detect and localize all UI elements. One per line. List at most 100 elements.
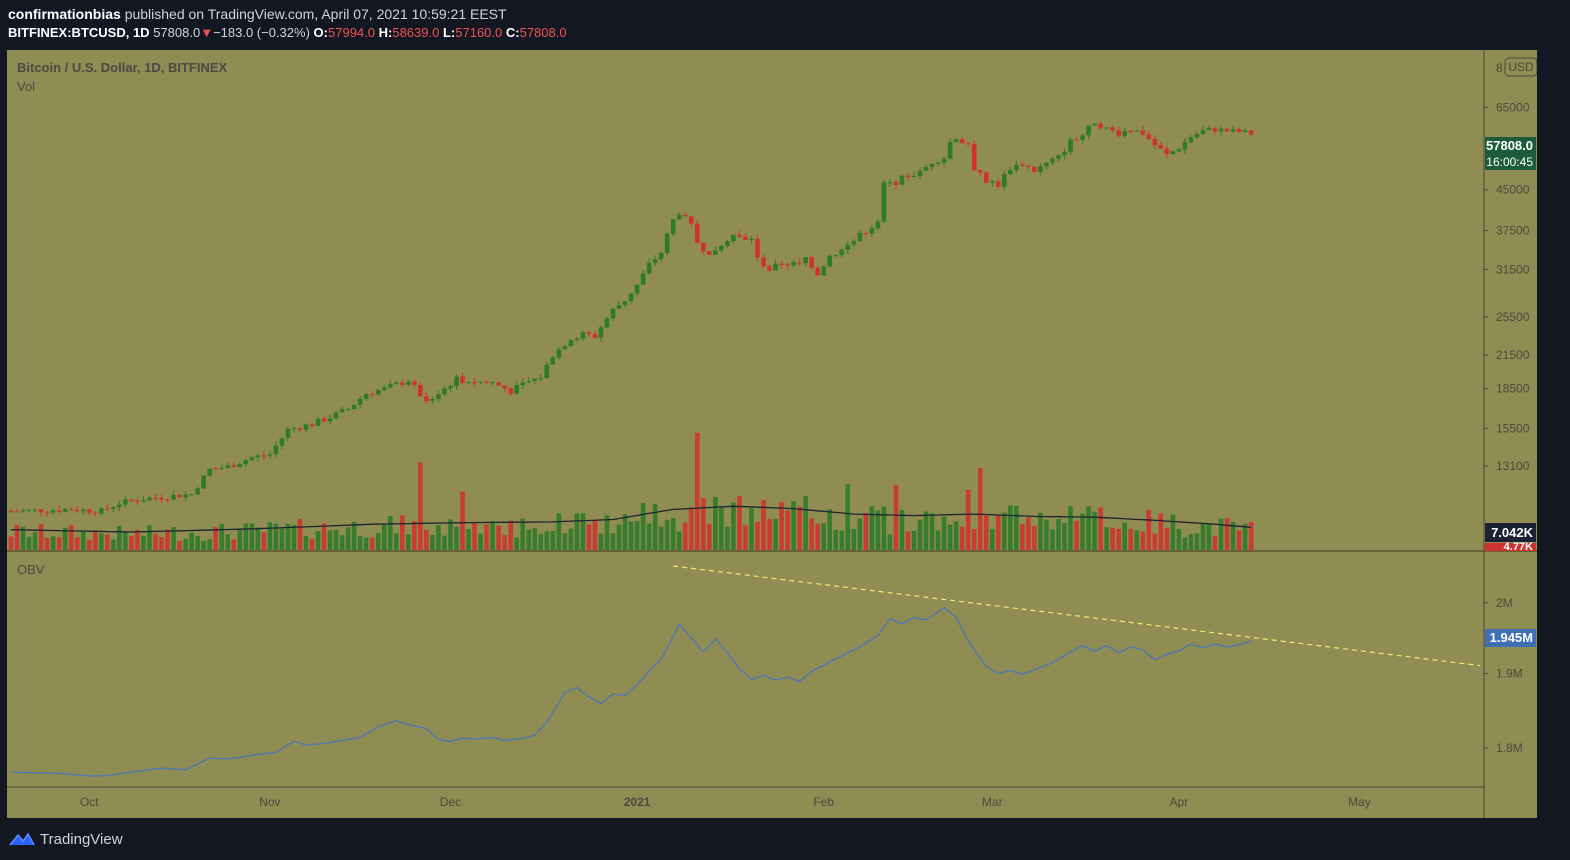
candle-body (749, 238, 754, 240)
close-label: C: (505, 25, 520, 40)
candle-body (965, 143, 971, 145)
candle (1002, 170, 1007, 191)
volume-bar (213, 527, 218, 550)
candle (1074, 137, 1079, 141)
candle-body (1086, 125, 1091, 136)
time-axis[interactable]: Oct Nov Dec 2021 Feb Mar Apr May (80, 795, 1371, 809)
volume-bar (279, 528, 285, 550)
obv-tick-label: 2M (1496, 596, 1513, 610)
candle (1158, 141, 1164, 149)
obv-trendline[interactable] (673, 565, 1480, 667)
candle (478, 381, 483, 385)
candle-body (809, 257, 814, 268)
candle-body (953, 139, 959, 142)
volume-bar (893, 485, 899, 550)
candle (195, 486, 200, 496)
candle (135, 498, 140, 505)
candle-body (153, 497, 158, 499)
price-tick-label: 45000 (1496, 183, 1530, 197)
volume-label: Vol (17, 79, 35, 94)
candle (171, 491, 176, 501)
candle (1038, 163, 1043, 176)
volume-bar (634, 521, 640, 550)
candle-body (821, 266, 826, 276)
candle-body (237, 464, 243, 468)
candle (26, 509, 32, 513)
candle (279, 437, 285, 450)
candle (604, 316, 610, 329)
candle-body (586, 332, 592, 335)
time-tick-label: Feb (813, 795, 834, 809)
volume-bar (797, 506, 802, 550)
volume-bar (556, 513, 562, 550)
volume-bar (652, 503, 658, 550)
candle-body (1074, 139, 1079, 141)
candle (989, 179, 995, 187)
candle-body (725, 241, 730, 246)
candle (574, 336, 580, 342)
price-axis[interactable]: 65000 45000 37500 31500 25500 21500 18500 15500… (1484, 100, 1530, 473)
candle-body (658, 253, 664, 260)
volume-bar (586, 524, 592, 550)
candle (393, 380, 399, 385)
published-text: published on TradingView.com, April 07, … (124, 6, 507, 22)
candle (50, 507, 56, 516)
candle-body (869, 228, 875, 234)
candle-body (719, 245, 724, 251)
candle-body (418, 384, 423, 397)
candle-body (1152, 138, 1158, 145)
chart-area[interactable]: 65000 45000 37500 31500 25500 21500 18500 15500… (7, 50, 1538, 818)
candle-body (845, 244, 851, 250)
volume-bar (1128, 528, 1134, 550)
candle-body (556, 349, 562, 358)
candle-body (207, 468, 212, 476)
candle (1242, 127, 1248, 133)
volume-bar (568, 528, 574, 550)
candle-body (219, 467, 224, 469)
candle-body (676, 214, 682, 220)
candle (68, 507, 74, 511)
volume-bar (38, 523, 44, 550)
volume-bar (1158, 513, 1164, 550)
price-tick-label: 25500 (1496, 310, 1530, 324)
symbol-label[interactable]: BITFINEX:BTCUSD, 1D (8, 25, 150, 40)
volume-bar (357, 536, 363, 550)
volume-bar (526, 529, 532, 550)
candle (1140, 126, 1146, 137)
candle-body (646, 262, 652, 274)
candle-body (568, 340, 574, 347)
candle-body (989, 181, 995, 183)
author-name[interactable]: confirmationbias (8, 6, 121, 22)
candle-body (622, 301, 628, 306)
footer-brand[interactable]: TradingView (8, 828, 123, 850)
obv-badge (1485, 629, 1536, 647)
chart-canvas[interactable]: 65000 45000 37500 31500 25500 21500 18500 15500… (7, 50, 1538, 818)
candle (923, 164, 929, 172)
volume-bar (875, 510, 881, 550)
candle-body (1206, 127, 1212, 131)
volume-bar (309, 538, 315, 550)
candle (315, 416, 321, 427)
candle-body (165, 499, 170, 501)
candle-body (86, 509, 92, 513)
candle-body (839, 249, 845, 256)
volume-bar (502, 535, 507, 550)
volume-bar (983, 515, 989, 550)
candle-body (171, 494, 176, 500)
volume-bar (977, 467, 983, 550)
candle-body (460, 376, 465, 383)
price-tick-label: 31500 (1496, 263, 1530, 277)
volume-bar (971, 529, 977, 550)
candle-body (1056, 155, 1061, 159)
volume-bar (219, 523, 224, 550)
candle-body (273, 445, 279, 455)
candle-body (261, 455, 267, 457)
obv-axis[interactable]: 2M 1.9M 1.8M (1484, 596, 1523, 755)
volume-bar (995, 514, 1001, 550)
candle-body (1020, 164, 1025, 166)
volume-bar (688, 507, 694, 550)
candle (1110, 125, 1115, 133)
volume-bar (303, 536, 309, 550)
candle (1086, 125, 1091, 140)
volume-bar (1236, 530, 1242, 550)
